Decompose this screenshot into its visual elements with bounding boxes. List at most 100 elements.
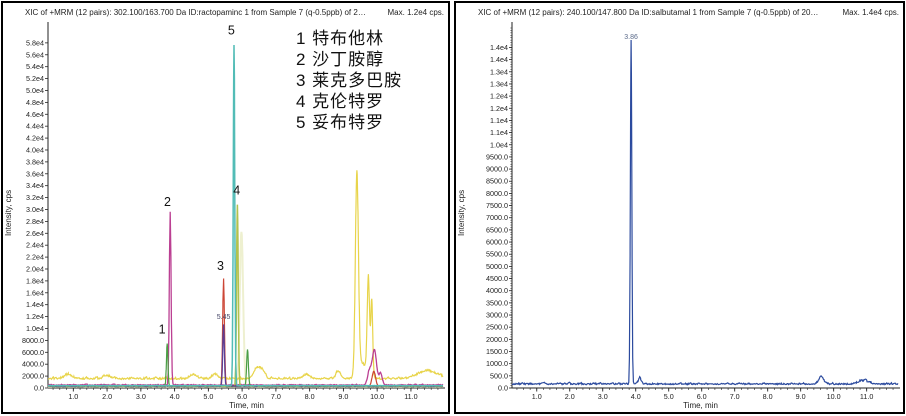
- legend-item-ractopamine: 3 莱克多巴胺: [296, 71, 403, 90]
- svg-text:6000.0: 6000.0: [22, 348, 44, 357]
- retention-time-annotation: 5.45: [217, 314, 231, 321]
- svg-text:11.0: 11.0: [860, 392, 873, 401]
- svg-text:3.0: 3.0: [598, 392, 608, 401]
- svg-text:4.0: 4.0: [631, 392, 641, 401]
- svg-text:1.2e4: 1.2e4: [490, 104, 508, 113]
- svg-text:9500.0: 9500.0: [486, 152, 508, 161]
- svg-text:2.4e4: 2.4e4: [26, 241, 44, 250]
- svg-text:1.2e4: 1.2e4: [490, 92, 508, 101]
- retention-time-annotation: 3.86: [624, 34, 638, 41]
- svg-text:5.0: 5.0: [203, 392, 213, 401]
- svg-text:6500.0: 6500.0: [486, 225, 508, 234]
- svg-text:2000.0: 2000.0: [486, 335, 508, 344]
- svg-text:3.0e4: 3.0e4: [26, 205, 44, 214]
- svg-text:3500.0: 3500.0: [486, 298, 508, 307]
- svg-text:2.0: 2.0: [565, 392, 575, 401]
- svg-text:5000.0: 5000.0: [486, 262, 508, 271]
- svg-text:2000.0: 2000.0: [22, 372, 44, 381]
- svg-text:2.6e4: 2.6e4: [26, 229, 44, 238]
- svg-text:9.0: 9.0: [338, 392, 348, 401]
- svg-text:6.0: 6.0: [237, 392, 247, 401]
- legend-item-terbutaline: 1 特布他林: [296, 29, 385, 48]
- peak-number-label: 4: [233, 184, 240, 198]
- svg-text:4.8e4: 4.8e4: [26, 98, 44, 107]
- svg-text:3.6e4: 3.6e4: [26, 169, 44, 178]
- svg-text:1.3e4: 1.3e4: [490, 79, 508, 88]
- svg-text:2.8e4: 2.8e4: [26, 217, 44, 226]
- svg-text:0.0: 0.0: [34, 384, 44, 393]
- compound-legend: 1 特布他林 2 沙丁胺醇 3 莱克多巴胺 4 克伦特罗 5 妥布特罗: [296, 28, 402, 133]
- svg-text:1.1e4: 1.1e4: [490, 116, 508, 125]
- svg-text:4.0: 4.0: [170, 392, 180, 401]
- svg-text:10.0: 10.0: [370, 392, 384, 401]
- svg-text:5.0e4: 5.0e4: [26, 86, 44, 95]
- svg-text:1500.0: 1500.0: [486, 347, 508, 356]
- svg-text:2500.0: 2500.0: [486, 323, 508, 332]
- max-intensity-label: Max. 1.4e4 cps.: [842, 8, 899, 17]
- peak-number-label: 3: [217, 259, 224, 273]
- svg-text:1000.0: 1000.0: [486, 359, 508, 368]
- svg-text:4000.0: 4000.0: [22, 360, 44, 369]
- svg-text:6.0: 6.0: [697, 392, 707, 401]
- svg-text:7.0: 7.0: [271, 392, 281, 401]
- svg-text:2.2e4: 2.2e4: [26, 253, 44, 262]
- svg-text:3.0: 3.0: [136, 392, 146, 401]
- svg-text:4000.0: 4000.0: [486, 286, 508, 295]
- peak-number-label: 1: [159, 322, 166, 336]
- svg-text:500.0: 500.0: [490, 371, 508, 380]
- series-background-pale: [47, 231, 444, 388]
- peak-number-label: 2: [164, 195, 171, 209]
- svg-text:5.0: 5.0: [664, 392, 674, 401]
- chromatogram-plot: 0.0 500.0 1000.0 1500.0 2000.0 2500.0 3000.0 35…: [486, 22, 900, 401]
- svg-text:11.0: 11.0: [404, 392, 417, 401]
- svg-text:5.2e4: 5.2e4: [26, 74, 44, 83]
- chromatogram-title: XIC of +MRM (12 pairs): 302.100/163.700 …: [25, 8, 366, 17]
- series-tulobuterol-cyan: [48, 44, 443, 387]
- chromatogram-panel-right: XIC of +MRM (12 pairs): 240.100/147.800 …: [454, 1, 905, 414]
- svg-text:4.6e4: 4.6e4: [26, 110, 44, 119]
- chromatogram-plot: 0.0 2000.0 4000.0 6000.0 8000.0 1.0e4 1.2e4 1.4…: [22, 22, 445, 401]
- svg-text:4500.0: 4500.0: [486, 274, 508, 283]
- svg-text:3.2e4: 3.2e4: [26, 193, 44, 202]
- svg-text:9.0: 9.0: [796, 392, 806, 401]
- svg-text:7000.0: 7000.0: [486, 213, 508, 222]
- max-intensity-label: Max. 1.2e4 cps.: [387, 8, 444, 17]
- svg-text:1.8e4: 1.8e4: [26, 276, 44, 285]
- svg-text:1.0: 1.0: [68, 392, 78, 401]
- svg-text:3000.0: 3000.0: [486, 311, 508, 320]
- svg-text:1.0e4: 1.0e4: [490, 140, 508, 149]
- svg-text:3.8e4: 3.8e4: [26, 157, 44, 166]
- svg-text:3.4e4: 3.4e4: [26, 181, 44, 190]
- panel-header: XIC of +MRM (12 pairs): 240.100/147.800 …: [456, 8, 903, 17]
- x-axis-title: Time, min: [683, 401, 718, 410]
- svg-text:5.6e4: 5.6e4: [26, 50, 44, 59]
- svg-text:1.2e4: 1.2e4: [26, 312, 44, 321]
- svg-text:10.0: 10.0: [827, 392, 841, 401]
- svg-text:2.0e4: 2.0e4: [26, 264, 44, 273]
- svg-text:8.0: 8.0: [763, 392, 773, 401]
- svg-text:1.0e4: 1.0e4: [26, 324, 44, 333]
- peak-number-label: 5: [228, 24, 235, 38]
- svg-text:1.4e4: 1.4e4: [26, 300, 44, 309]
- svg-text:4.0e4: 4.0e4: [26, 145, 44, 154]
- svg-text:1.3e4: 1.3e4: [490, 67, 508, 76]
- svg-text:2.0: 2.0: [102, 392, 112, 401]
- svg-text:8000.0: 8000.0: [22, 336, 44, 345]
- svg-text:0.0: 0.0: [498, 384, 508, 393]
- x-axis-title: Time, min: [229, 401, 264, 410]
- svg-text:4.2e4: 4.2e4: [26, 134, 44, 143]
- svg-text:8.0: 8.0: [305, 392, 315, 401]
- svg-text:1.1e4: 1.1e4: [490, 128, 508, 137]
- svg-text:1.0: 1.0: [532, 392, 542, 401]
- svg-text:4.4e4: 4.4e4: [26, 122, 44, 131]
- chromatogram-title: XIC of +MRM (12 pairs): 240.100/147.800 …: [478, 8, 819, 17]
- svg-text:5.4e4: 5.4e4: [26, 62, 44, 71]
- svg-text:6000.0: 6000.0: [486, 238, 508, 247]
- svg-text:1.6e4: 1.6e4: [26, 288, 44, 297]
- series-yellow-trace: [47, 170, 444, 381]
- legend-item-clenbuterol: 4 克伦特罗: [296, 92, 385, 111]
- svg-text:8500.0: 8500.0: [486, 177, 508, 186]
- legend-item-salbutamol: 2 沙丁胺醇: [296, 50, 385, 69]
- svg-text:7.0: 7.0: [730, 392, 740, 401]
